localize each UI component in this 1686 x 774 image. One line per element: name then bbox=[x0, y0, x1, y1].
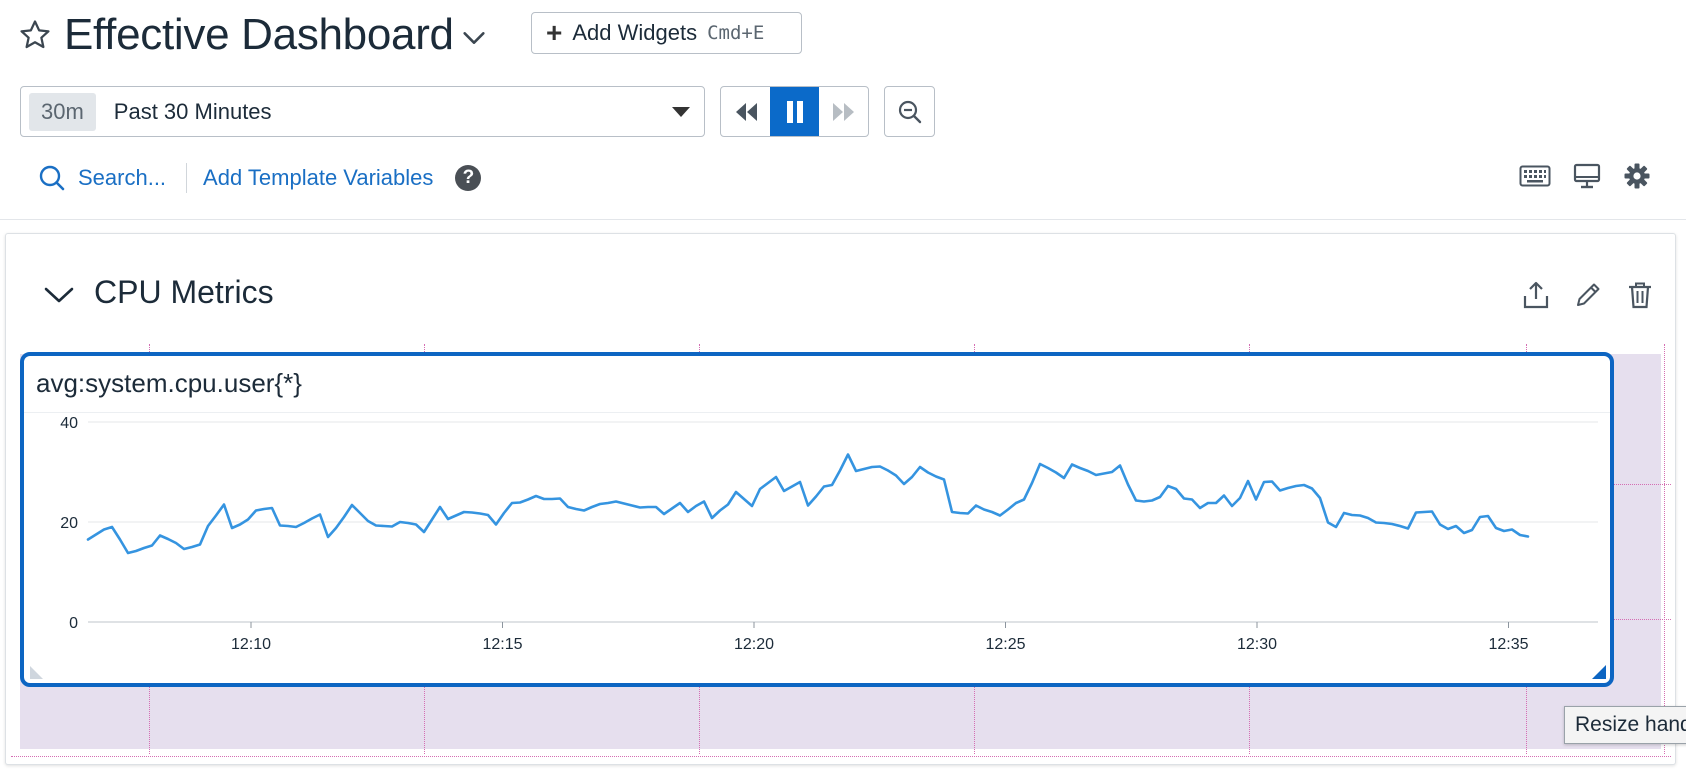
group-actions bbox=[1521, 280, 1655, 310]
zoom-out-button[interactable] bbox=[884, 86, 935, 137]
y-tick-label: 20 bbox=[60, 515, 78, 532]
cpu-chart: 0 20 40 12:10 12:15 12:20 12:25 12:30 12:35 bbox=[60, 415, 1598, 653]
edit-icon[interactable] bbox=[1573, 280, 1603, 310]
search-link[interactable]: Search... bbox=[78, 165, 167, 190]
cpu-metrics-group: CPU Metrics avg:system.cpu.user{*} 0 bbox=[5, 233, 1676, 765]
pause-button[interactable] bbox=[770, 87, 819, 136]
chevron-down-icon[interactable] bbox=[42, 284, 76, 306]
widget-title: avg:system.cpu.user{*} bbox=[36, 368, 302, 398]
fast-forward-icon bbox=[832, 102, 854, 121]
x-tick-label: 12:35 bbox=[1488, 636, 1528, 653]
grid-line bbox=[1664, 344, 1665, 754]
time-range-label: Past 30 Minutes bbox=[113, 98, 272, 124]
dashboard-title-row: Effective Dashboard bbox=[18, 10, 488, 60]
x-tick-label: 12:10 bbox=[231, 636, 271, 653]
x-tick-label: 12:30 bbox=[1237, 636, 1277, 653]
star-icon[interactable] bbox=[18, 18, 52, 52]
fast-forward-button[interactable] bbox=[819, 87, 868, 136]
display-icon[interactable] bbox=[1573, 162, 1601, 190]
timeseries-widget[interactable]: avg:system.cpu.user{*} 0 20 40 12:10 12:15 12… bbox=[20, 352, 1614, 687]
series-line bbox=[86, 453, 1530, 555]
x-tick-label: 12:15 bbox=[482, 636, 522, 653]
dashboard-toolbar bbox=[1519, 162, 1651, 190]
keyboard-icon[interactable] bbox=[1519, 164, 1551, 188]
resize-handle-tooltip: Resize handle bbox=[1564, 706, 1686, 744]
widget-separator bbox=[24, 412, 1610, 413]
time-range-badge: 30m bbox=[29, 92, 96, 131]
y-tick-label: 0 bbox=[69, 615, 78, 632]
chevron-down-icon[interactable] bbox=[460, 24, 488, 52]
header-separator bbox=[0, 219, 1686, 220]
playback-controls bbox=[720, 86, 869, 137]
time-range-select[interactable]: 30m Past 30 Minutes bbox=[20, 86, 705, 137]
help-icon[interactable]: ? bbox=[455, 165, 482, 191]
plus-icon: + bbox=[546, 17, 563, 48]
add-widgets-label: Add Widgets bbox=[572, 20, 698, 45]
search-row: Search... Add Template Variables ? bbox=[38, 160, 482, 196]
add-widgets-shortcut: Cmd+E bbox=[707, 22, 765, 44]
grid-line bbox=[1571, 619, 1671, 620]
group-title: CPU Metrics bbox=[94, 274, 274, 310]
add-template-variables-link[interactable]: Add Template Variables bbox=[203, 165, 434, 190]
x-tick-label: 12:25 bbox=[985, 636, 1025, 653]
x-tick-label: 12:20 bbox=[734, 636, 774, 653]
resize-handle-corner[interactable] bbox=[30, 666, 43, 679]
export-icon[interactable] bbox=[1521, 280, 1551, 310]
rewind-icon bbox=[735, 102, 757, 121]
y-tick-label: 40 bbox=[60, 415, 78, 432]
divider bbox=[186, 163, 188, 193]
dashboard-title[interactable]: Effective Dashboard bbox=[64, 10, 454, 59]
pause-icon bbox=[786, 100, 803, 123]
gear-icon[interactable] bbox=[1623, 162, 1651, 190]
zoom-out-icon bbox=[898, 100, 921, 123]
caret-down-icon bbox=[672, 107, 690, 117]
grid-line bbox=[1571, 484, 1671, 485]
resize-handle-icon[interactable] bbox=[1592, 665, 1606, 679]
add-widgets-button[interactable]: + Add Widgets Cmd+E bbox=[531, 12, 802, 54]
search-icon[interactable] bbox=[38, 164, 66, 192]
rewind-button[interactable] bbox=[721, 87, 770, 136]
grid-line bbox=[11, 756, 1671, 757]
trash-icon[interactable] bbox=[1625, 280, 1655, 310]
